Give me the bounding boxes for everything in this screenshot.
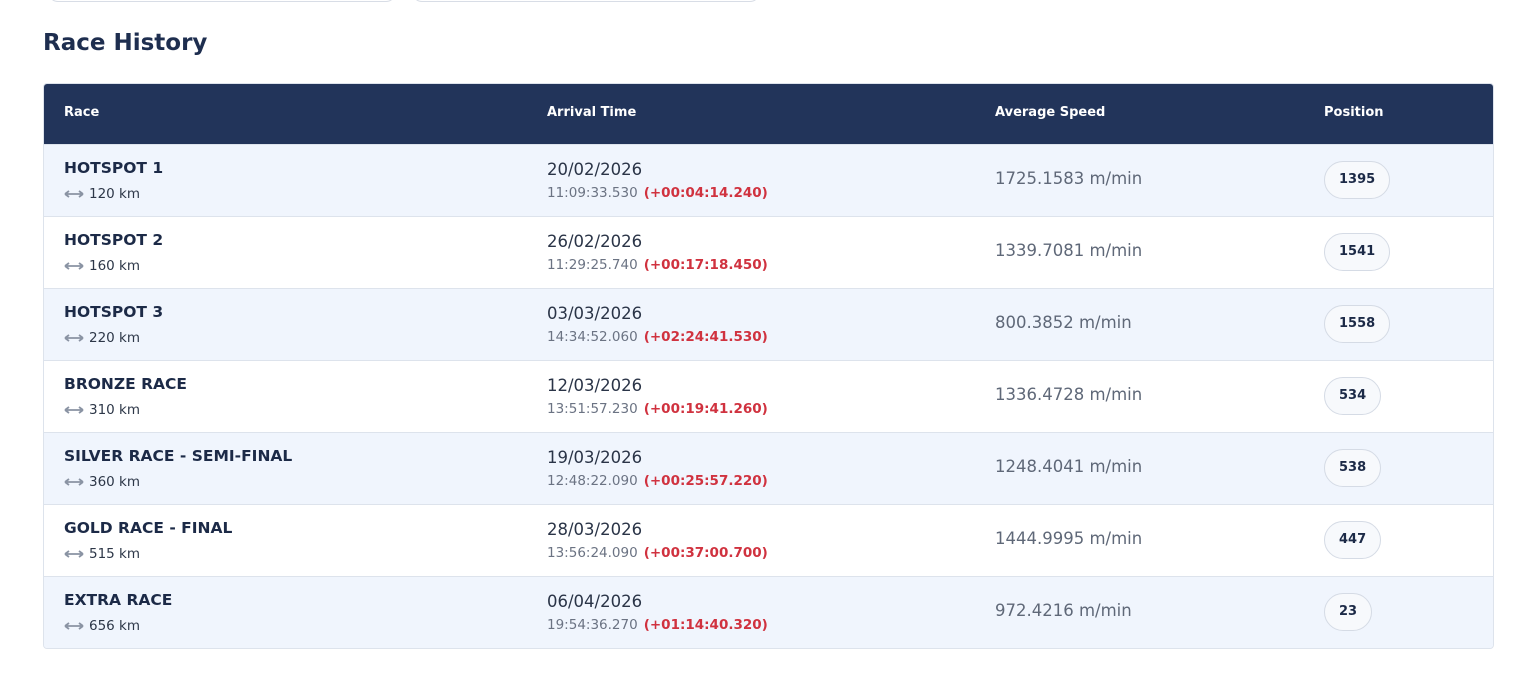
race-name: HOTSPOT 3 xyxy=(64,303,164,321)
race-name: EXTRA RACE xyxy=(64,591,173,609)
position-badge: 538 xyxy=(1324,449,1382,487)
time-gap: (+00:17:18.450) xyxy=(643,257,768,273)
race-distance: 656 km xyxy=(64,618,140,634)
arrival-time: 13:51:57.230 xyxy=(547,401,638,417)
arrival-date: 06/04/2026 xyxy=(547,592,643,611)
column-header: Position xyxy=(1324,105,1384,120)
average-speed: 800.3852 m/min xyxy=(995,313,1132,332)
arrival-date: 03/03/2026 xyxy=(547,304,643,323)
filter-input[interactable] xyxy=(412,0,760,2)
position-badge: 1395 xyxy=(1324,161,1391,199)
arrival-time: 19:54:36.270 xyxy=(547,617,638,633)
distance-text: 515 km xyxy=(89,546,141,562)
distance-icon xyxy=(64,550,84,558)
section-title: Race History xyxy=(43,30,208,56)
arrival-time-line: 19:54:36.270 (+01:14:40.320) xyxy=(547,617,768,633)
arrival-date: 12/03/2026 xyxy=(547,376,643,395)
race-distance: 160 km xyxy=(64,258,140,274)
position-badge: 23 xyxy=(1324,593,1373,631)
race-name: HOTSPOT 1 xyxy=(64,159,164,177)
distance-text: 656 km xyxy=(89,618,141,634)
position-badge: 447 xyxy=(1324,521,1382,559)
arrival-time: 14:34:52.060 xyxy=(547,329,638,345)
table-header: Race Arrival Time Average Speed Position xyxy=(44,84,1493,144)
distance-icon xyxy=(64,334,84,342)
race-distance: 120 km xyxy=(64,186,140,202)
average-speed: 1339.7081 m/min xyxy=(995,241,1143,260)
arrival-date: 20/02/2026 xyxy=(547,160,643,179)
position-badge: 1558 xyxy=(1324,305,1391,343)
distance-text: 160 km xyxy=(89,258,141,274)
arrival-date: 28/03/2026 xyxy=(547,520,643,539)
arrival-time-line: 14:34:52.060 (+02:24:41.530) xyxy=(547,329,768,345)
column-header: Arrival Time xyxy=(547,105,637,120)
race-distance: 515 km xyxy=(64,546,140,562)
time-gap: (+02:24:41.530) xyxy=(643,329,768,345)
average-speed: 1725.1583 m/min xyxy=(995,169,1143,188)
distance-text: 220 km xyxy=(89,330,141,346)
arrival-time-line: 13:56:24.090 (+00:37:00.700) xyxy=(547,545,768,561)
race-name: HOTSPOT 2 xyxy=(64,231,164,249)
time-gap: (+00:19:41.260) xyxy=(643,401,768,417)
table-row: HOTSPOT 1 120 km 20/02/2026 11:09:33.530 (+0… xyxy=(44,144,1493,216)
arrival-time: 11:29:25.740 xyxy=(547,257,638,273)
table-row: EXTRA RACE 656 km 06/04/2026 19:54:36.270 (+… xyxy=(44,576,1493,648)
average-speed: 1336.4728 m/min xyxy=(995,385,1143,404)
position-badge: 534 xyxy=(1324,377,1382,415)
arrival-time-line: 12:48:22.090 (+00:25:57.220) xyxy=(547,473,768,489)
table-row: GOLD RACE - FINAL 515 km 28/03/2026 13:56:2… xyxy=(44,504,1493,576)
arrival-time: 12:48:22.090 xyxy=(547,473,638,489)
column-header: Average Speed xyxy=(995,105,1106,120)
average-speed: 1248.4041 m/min xyxy=(995,457,1143,476)
table-row: HOTSPOT 3 220 km 03/03/2026 14:34:52.060 (+0… xyxy=(44,288,1493,360)
table-row: HOTSPOT 2 160 km 26/02/2026 11:29:25.740 (+0… xyxy=(44,216,1493,288)
distance-icon xyxy=(64,190,84,198)
average-speed: 972.4216 m/min xyxy=(995,601,1132,620)
table-row: BRONZE RACE 310 km 12/03/2026 13:51:57.230 (… xyxy=(44,360,1493,432)
time-gap: (+00:25:57.220) xyxy=(643,473,768,489)
race-distance: 310 km xyxy=(64,402,140,418)
distance-icon xyxy=(64,262,84,270)
arrival-time-line: 11:29:25.740 (+00:17:18.450) xyxy=(547,257,768,273)
arrival-time-line: 11:09:33.530 (+00:04:14.240) xyxy=(547,185,768,201)
distance-text: 120 km xyxy=(89,186,141,202)
race-distance: 360 km xyxy=(64,474,140,490)
distance-text: 360 km xyxy=(89,474,141,490)
time-gap: (+00:37:00.700) xyxy=(643,545,768,561)
distance-icon xyxy=(64,406,84,414)
average-speed: 1444.9995 m/min xyxy=(995,529,1143,548)
time-gap: (+00:04:14.240) xyxy=(643,185,768,201)
position-badge: 1541 xyxy=(1324,233,1391,271)
table-row: SILVER RACE - SEMI-FINAL 360 km 19/03/2026… xyxy=(44,432,1493,504)
distance-icon xyxy=(64,478,84,486)
arrival-time: 11:09:33.530 xyxy=(547,185,638,201)
filter-input[interactable] xyxy=(48,0,396,2)
race-name: BRONZE RACE xyxy=(64,375,188,393)
race-distance: 220 km xyxy=(64,330,140,346)
distance-text: 310 km xyxy=(89,402,141,418)
column-header: Race xyxy=(64,105,100,120)
race-name: GOLD RACE - FINAL xyxy=(64,519,233,537)
arrival-date: 19/03/2026 xyxy=(547,448,643,467)
arrival-time: 13:56:24.090 xyxy=(547,545,638,561)
race-name: SILVER RACE - SEMI-FINAL xyxy=(64,447,293,465)
arrival-time-line: 13:51:57.230 (+00:19:41.260) xyxy=(547,401,768,417)
time-gap: (+01:14:40.320) xyxy=(643,617,768,633)
distance-icon xyxy=(64,622,84,630)
arrival-date: 26/02/2026 xyxy=(547,232,643,251)
race-table: Race Arrival Time Average Speed Position… xyxy=(43,83,1494,649)
